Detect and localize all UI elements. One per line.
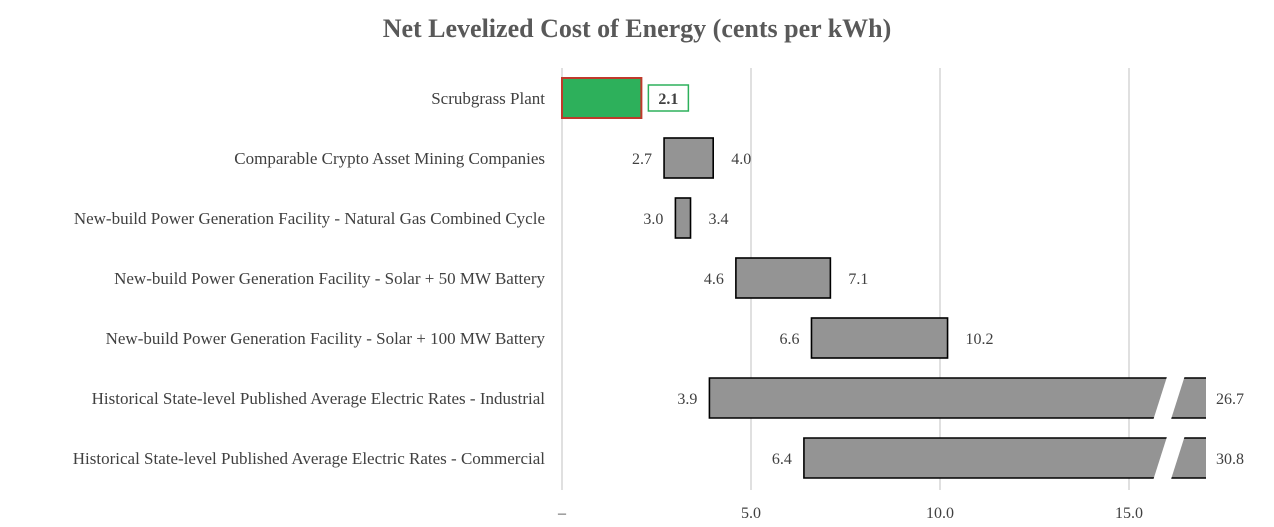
high-value-label: 30.8 [1216, 451, 1244, 468]
x-tick-label: – [557, 505, 567, 522]
range-bar-outline [708, 377, 1206, 419]
low-value-label: 6.6 [779, 331, 799, 348]
low-value-label: 3.9 [677, 391, 697, 408]
range-bar [735, 257, 832, 299]
category-label: Historical State-level Published Average… [92, 389, 546, 408]
range-bar [674, 197, 692, 239]
x-tick-label: 10.0 [926, 505, 954, 522]
axis-break-line [1153, 435, 1169, 481]
axis-break-slash [1165, 437, 1184, 479]
category-label: New-build Power Generation Facility - So… [114, 269, 545, 288]
gridlines [561, 68, 1130, 490]
axis-break-slash [1154, 437, 1173, 479]
axis-break-line [1169, 435, 1185, 481]
range-bar [810, 317, 949, 359]
range-bar [709, 378, 1206, 418]
axis-break-gap [1154, 436, 1184, 480]
x-axis-ticks: – 5.0 10.0 15.0 [557, 505, 1143, 522]
low-value-label: 3.0 [643, 211, 663, 228]
high-value-label: 3.4 [709, 211, 729, 228]
category-label: Scrubgrass Plant [431, 89, 545, 108]
low-value-label: 6.4 [772, 451, 792, 468]
range-bar [803, 438, 1206, 478]
high-value-label: 2.1 [658, 91, 678, 108]
low-value-label: 2.7 [632, 151, 652, 168]
highlight-bar [561, 77, 643, 119]
category-label: New-build Power Generation Facility - Na… [74, 209, 545, 228]
x-tick-label: 15.0 [1115, 505, 1143, 522]
high-value-label: 26.7 [1216, 391, 1244, 408]
range-bar [663, 137, 714, 179]
bars [561, 77, 1206, 481]
category-label: Historical State-level Published Average… [73, 449, 546, 468]
range-bar-outline [803, 437, 1206, 479]
category-label: Comparable Crypto Asset Mining Companies [234, 149, 545, 168]
high-value-label: 4.0 [731, 151, 751, 168]
axis-break-gap [1154, 376, 1184, 420]
axis-break-slash [1165, 377, 1184, 419]
axis-break-line [1153, 375, 1169, 421]
labels: Scrubgrass Plant 2.1 Comparable Crypto Ass… [73, 84, 1244, 468]
chart-title: Net Levelized Cost of Energy (cents per … [382, 14, 892, 43]
axis-break-line [1169, 375, 1185, 421]
high-value-label: 10.2 [966, 331, 994, 348]
category-label: New-build Power Generation Facility - So… [106, 329, 546, 348]
axis-break-slash [1154, 377, 1173, 419]
value-label-box [647, 84, 690, 112]
low-value-label: 4.6 [704, 271, 724, 288]
x-tick-label: 5.0 [741, 505, 761, 522]
high-value-label: 7.1 [848, 271, 868, 288]
